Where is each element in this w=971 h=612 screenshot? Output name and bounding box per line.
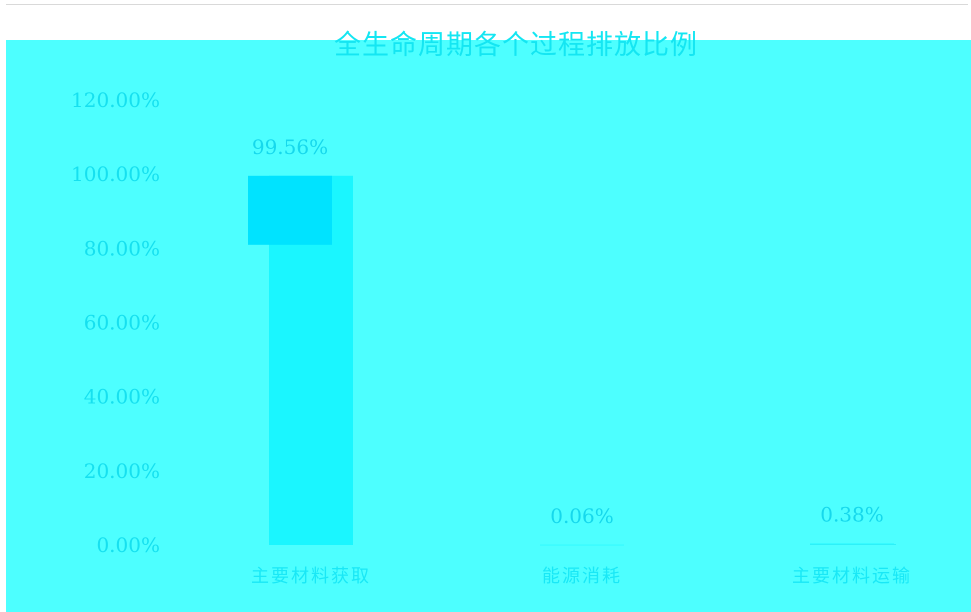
y-tick-label: 100.00% [71,162,160,186]
y-tick-label: 0.00% [96,533,160,557]
y-tick-label: 120.00% [71,88,160,112]
bar-highlight [248,175,332,245]
chart-area [6,40,971,612]
chart-border [6,4,968,5]
y-axis: 0.00% 20.00% 40.00% 60.00% 80.00% 100.00% 120.… [71,88,160,557]
data-label-1: 99.56% [252,135,328,159]
chart-title: 全生命周期各个过程排放比例 [334,30,698,61]
x-category-label: 主要材料运输 [792,566,912,587]
bar-2 [540,544,624,546]
bar-baseline-3 [810,544,896,545]
data-labels: 99.56% 0.06% 0.38% [252,135,884,528]
bars [248,175,896,546]
x-category-label: 能源消耗 [542,566,622,587]
y-tick-label: 40.00% [84,385,160,409]
y-tick-label: 60.00% [84,311,160,335]
x-axis: 主要材料获取 能源消耗 主要材料运输 [251,566,912,587]
x-category-label: 主要材料获取 [251,566,371,587]
data-label-3: 0.38% [820,503,884,527]
y-tick-label: 20.00% [84,459,160,483]
data-label-2: 0.06% [550,504,614,528]
y-tick-label: 80.00% [84,236,160,260]
